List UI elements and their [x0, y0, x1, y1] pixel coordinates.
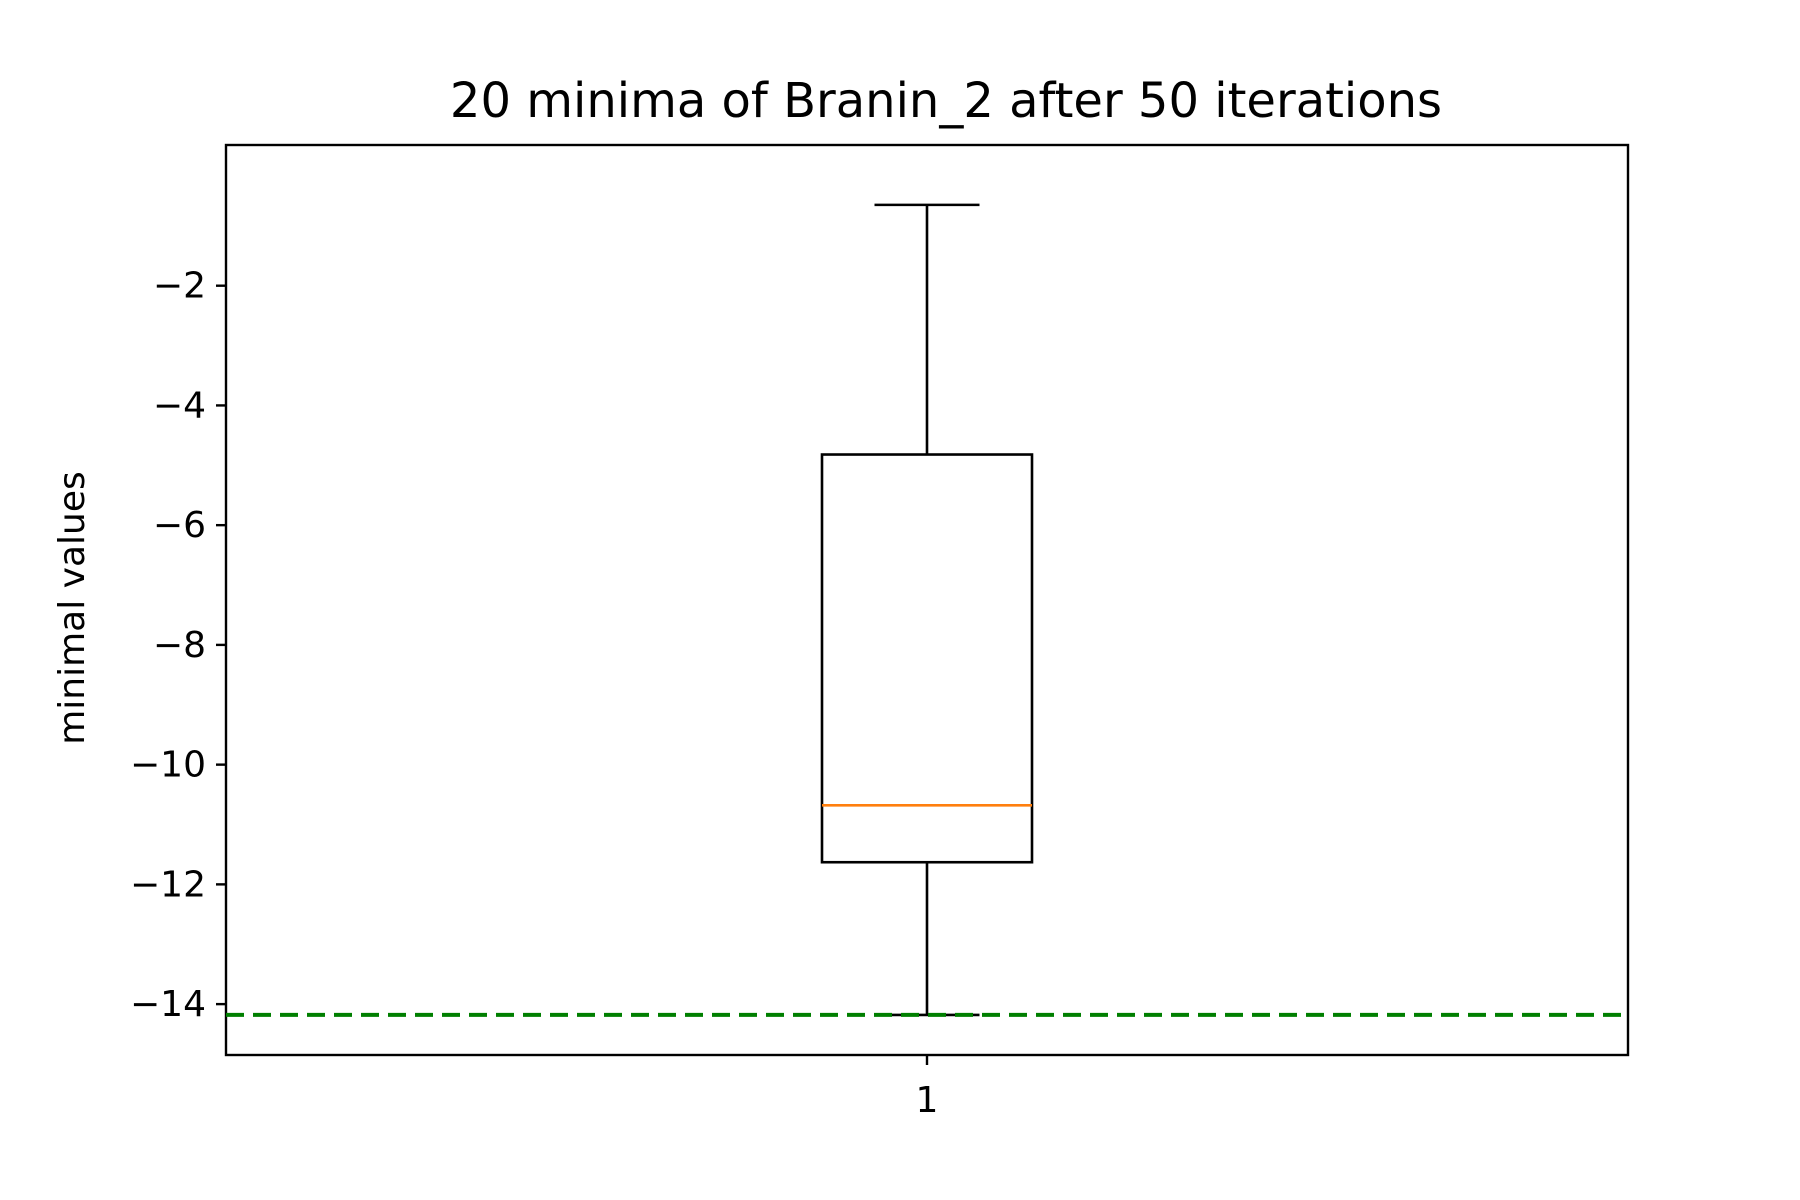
y-tick-label: −2 [153, 266, 206, 307]
x-tick-label: 1 [916, 1080, 939, 1121]
y-axis-label: minimal values [52, 471, 93, 745]
y-tick-label: −8 [153, 625, 206, 666]
y-tick-label: −10 [130, 745, 206, 786]
y-tick-label: −12 [130, 864, 206, 905]
y-tick-label: −4 [153, 385, 206, 426]
box-iqr [820, 453, 1034, 864]
y-tick-label: −6 [153, 505, 206, 546]
plot-area: −2 −4 −6 −8 −10 −12 −14 1 [130, 143, 1630, 1121]
chart-title: 20 minima of Branin_2 after 50 iteration… [450, 73, 1442, 129]
y-tick-label: −14 [130, 984, 206, 1025]
